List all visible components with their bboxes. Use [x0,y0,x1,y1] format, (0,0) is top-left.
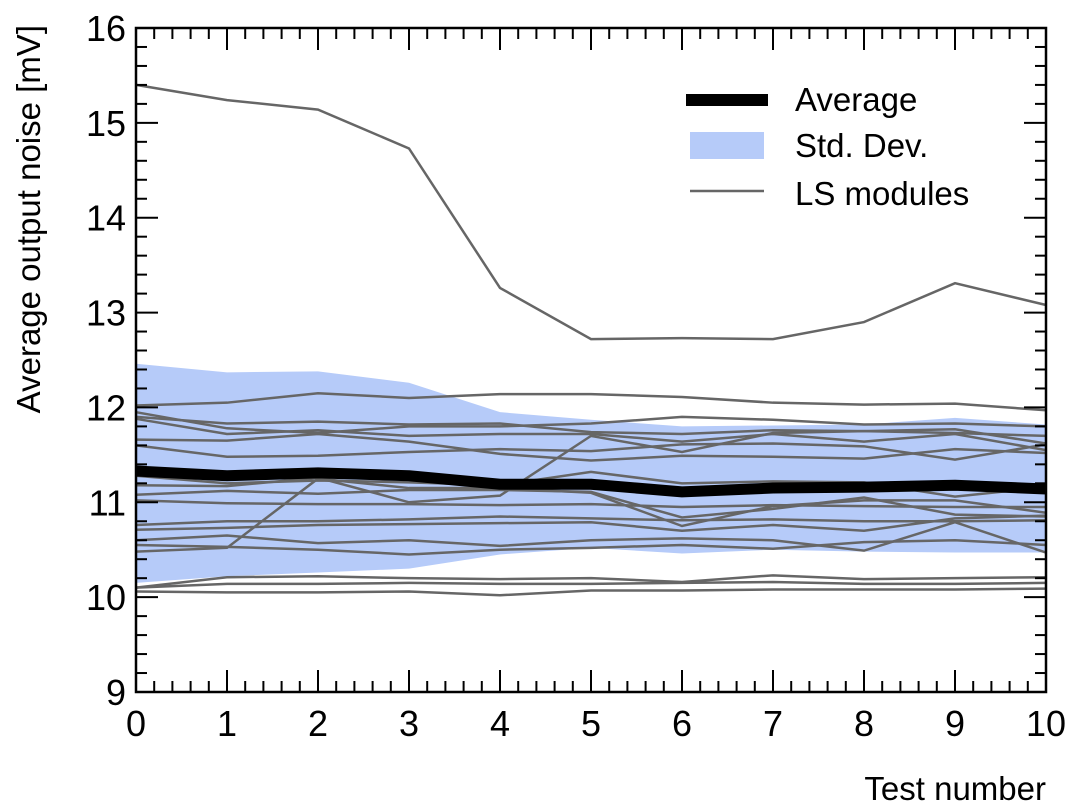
module-line-5 [135,417,1047,452]
legend-std-label: Std. Dev. [795,127,928,164]
plot-layer [135,83,1047,597]
x-tick-label: 5 [581,703,601,744]
average-line [135,465,1047,498]
module-line-18 [135,580,1047,589]
x-tick-label: 8 [854,703,874,744]
x-axis-title: Test number [864,770,1046,807]
legend-modules-label: LS modules [795,175,969,212]
legend-average-swatch [686,94,768,106]
x-tick-label: 7 [763,703,783,744]
x-tick-label: 10 [1026,703,1066,744]
module-line-7 [135,442,1047,461]
module-line-13 [135,514,1047,532]
y-tick-label: 10 [86,577,126,618]
x-tick-label: 9 [945,703,965,744]
y-tick-label: 11 [89,482,126,523]
x-tick-label: 1 [217,703,237,744]
legend: Average Std. Dev. LS modules [686,81,969,212]
module-line-19 [135,587,1047,597]
x-tick-label: 3 [399,703,419,744]
y-tick-label: 13 [86,293,126,334]
x-tick-label: 6 [672,703,692,744]
module-line-17 [135,574,1047,589]
y-tick-label: 9 [106,672,126,713]
x-tick-label: 2 [308,703,328,744]
x-tick-label: 4 [490,703,510,744]
legend-average-label: Average [795,81,917,118]
module-line-11 [135,499,1046,509]
y-tick-label: 12 [86,387,126,428]
module-line-12 [135,515,1047,527]
module-line-9 [135,427,1047,504]
module-line-4 [135,415,1047,438]
module-line-16 [135,477,1047,553]
x-tick-label: 0 [126,703,146,744]
y-tick-label: 16 [86,8,126,49]
y-tick-label: 14 [86,198,126,239]
module-line-2 [135,391,1047,412]
module-line-1 [135,83,1047,341]
y-tick-label: 15 [86,103,126,144]
module-line-15 [135,538,1047,556]
y-axis-title: Average output noise [mV] [10,25,47,413]
legend-std-swatch [690,132,764,159]
module-line-6 [135,432,1047,462]
